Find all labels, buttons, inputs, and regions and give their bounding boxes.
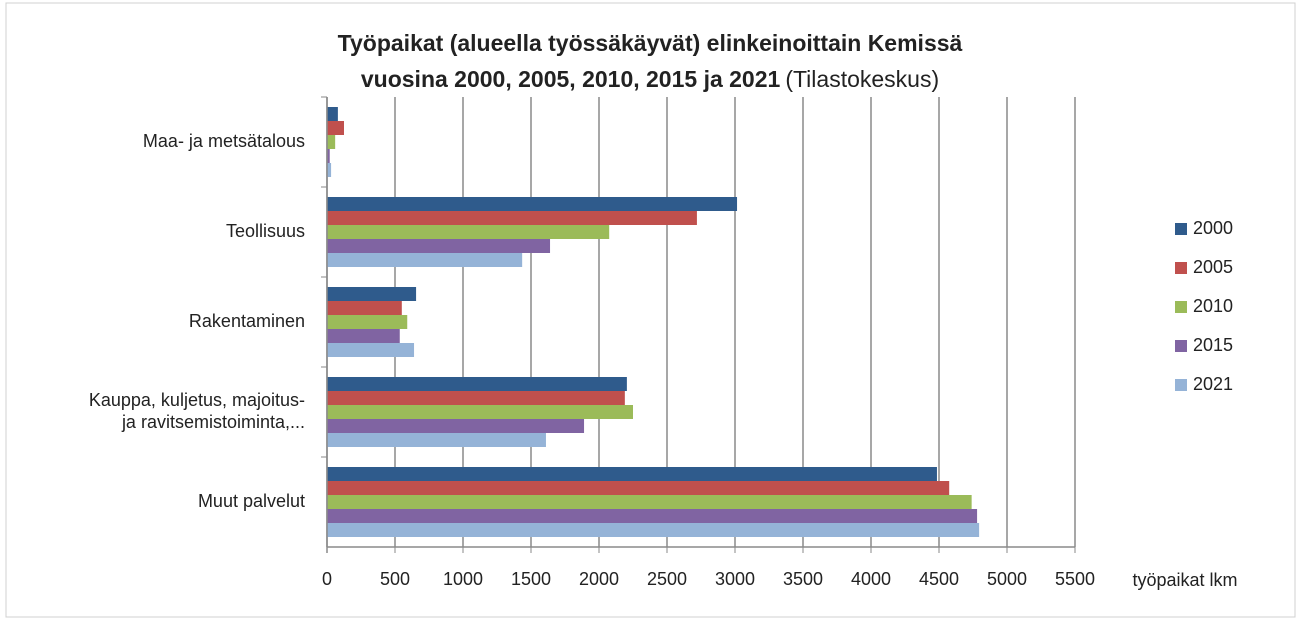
legend-label: 2005 [1193,257,1233,277]
legend-label: 2010 [1193,296,1233,316]
bar [327,163,332,177]
y-tick-label: Rakentaminen [189,311,305,331]
x-tick-label: 2500 [647,569,687,589]
bar [327,377,627,391]
legend-label: 2021 [1193,374,1233,394]
legend-swatch [1175,379,1187,391]
chart-title-line: vuosina 2000, 2005, 2010, 2015 ja 2021 (… [361,66,939,92]
x-tick-label: 0 [322,569,332,589]
x-tick-label: 5500 [1055,569,1095,589]
bar [327,107,338,121]
bar [327,391,625,405]
bar [327,239,551,253]
bar [327,135,336,149]
bar [327,481,950,495]
y-tick-label: Muut palvelut [198,491,305,511]
bar [327,225,610,239]
legend-swatch [1175,223,1187,235]
chart-title: Työpaikat (alueella työssäkäyvät) elinke… [338,30,963,56]
source: (Tilastokeskus) [785,66,939,92]
bar [327,495,972,509]
x-tick-label: 3000 [715,569,755,589]
x-tick-label: 500 [380,569,410,589]
chart-title: vuosina 2000, 2005, 2010, 2015 ja 2021 [361,66,781,92]
x-tick-label: 5000 [987,569,1027,589]
legend-label: 2000 [1193,218,1233,238]
bar [327,315,408,329]
label-line: ja ravitsemistoiminta,... [121,412,305,432]
legend-swatch [1175,340,1187,352]
bar [327,211,697,225]
x-tick-label: 4000 [851,569,891,589]
bar [327,405,633,419]
x-tick-label: 1500 [511,569,551,589]
bar [327,197,738,211]
x-tick-label: 1000 [443,569,483,589]
bar [327,287,417,301]
label-line: Kauppa, kuljetus, majoitus- [89,390,305,410]
y-tick-label: Kauppa, kuljetus, majoitus-ja ravitsemis… [89,390,305,432]
bar [327,301,402,315]
y-tick-label: Maa- ja metsätalous [143,131,305,151]
bar [327,343,415,357]
legend-label: 2015 [1193,335,1233,355]
x-axis-label: työpaikat lkm [1132,570,1237,590]
y-tick-label: Teollisuus [226,221,305,241]
bar [327,467,937,481]
x-tick-label: 2000 [579,569,619,589]
legend-swatch [1175,301,1187,313]
bar [327,433,546,447]
x-tick-label: 3500 [783,569,823,589]
bar [327,253,523,267]
bar [327,149,330,163]
legend-swatch [1175,262,1187,274]
x-tick-label: 4500 [919,569,959,589]
bar [327,121,344,135]
bar [327,329,400,343]
bar [327,523,980,537]
bar [327,419,585,433]
bar [327,509,978,523]
